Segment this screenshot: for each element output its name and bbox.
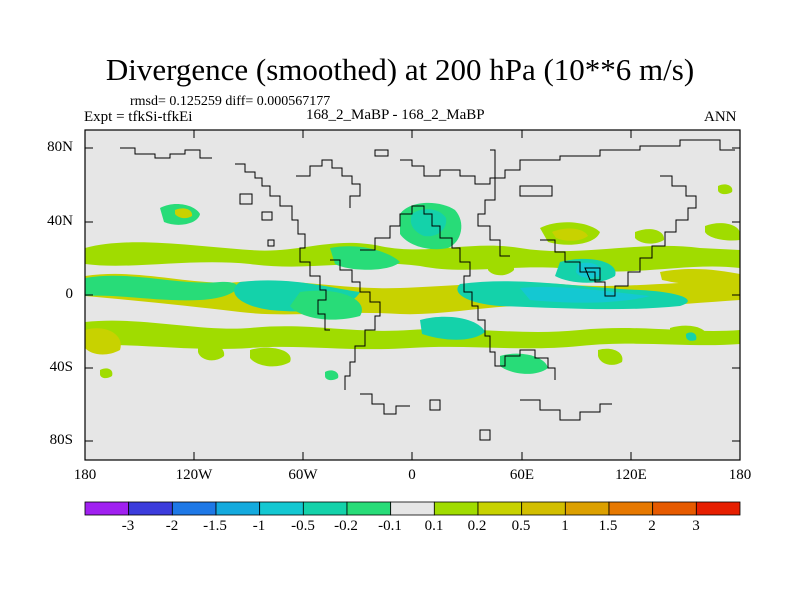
lon-label-120e: 120E	[615, 467, 647, 483]
colorbar-label: -1	[252, 518, 266, 534]
colorbar-box	[346, 501, 392, 516]
colorbar-box	[652, 501, 697, 516]
lon-label-0: 0	[408, 467, 416, 483]
colorbar-box	[84, 501, 130, 516]
colorbar-label: 0.5	[511, 518, 531, 534]
stats-text: rmsd= 0.125259 diff= 0.000567177	[130, 94, 331, 109]
lon-label-60e: 60E	[509, 467, 535, 483]
colorbar-box	[259, 501, 304, 516]
field-band-south	[85, 320, 740, 350]
colorbar-box	[171, 501, 217, 516]
lon-label-120w: 120W	[175, 467, 213, 483]
divergence-field	[85, 184, 740, 381]
colorbar-box	[215, 501, 261, 516]
colorbar-label: -0.1	[378, 518, 402, 534]
axis-ticks	[84, 130, 741, 460]
colorbar-label: 0.2	[467, 518, 487, 534]
colorbar-label: -1.5	[203, 518, 227, 534]
colorbar-label: 1.5	[598, 518, 618, 534]
colorbar-label: -2	[165, 518, 179, 534]
colorbar-box	[564, 501, 610, 516]
lat-label-80s: 80S	[49, 432, 73, 448]
lat-label-40s: 40S	[49, 359, 73, 375]
colorbar-label: -3	[121, 518, 135, 534]
coastlines	[120, 139, 735, 441]
colorbar-box	[521, 501, 566, 516]
colorbar-box	[433, 501, 479, 516]
lon-label-180e: 180	[728, 467, 752, 483]
case-label: 168_2_MaBP - 168_2_MaBP	[306, 107, 485, 123]
season-label: ANN	[704, 109, 737, 125]
colorbar-label: 2	[648, 518, 656, 534]
colorbar-box	[302, 501, 348, 516]
colorbar-box	[128, 501, 173, 516]
colorbar-box	[390, 501, 435, 516]
colorbar-label: 1	[561, 518, 569, 534]
colorbar	[84, 501, 741, 516]
colorbar-label: 0.1	[424, 518, 444, 534]
colorbar-box	[477, 501, 523, 516]
lat-label-80n: 80N	[47, 139, 73, 155]
colorbar-box	[608, 501, 654, 516]
lon-label-180w: 180	[73, 467, 97, 483]
plot-title: Divergence (smoothed) at 200 hPa (10**6 …	[105, 52, 695, 87]
lat-label-40n: 40N	[47, 213, 73, 229]
colorbar-label: 3	[692, 518, 700, 534]
colorbar-box	[695, 501, 741, 516]
colorbar-label: -0.5	[291, 518, 315, 534]
lat-label-0: 0	[65, 286, 74, 302]
field-patch-tropical-cyan	[85, 275, 238, 301]
colorbar-label: -0.2	[334, 518, 358, 534]
experiment-label: Expt = tfkSi-tfkEi	[84, 109, 193, 125]
lon-label-60w: 60W	[288, 467, 318, 483]
